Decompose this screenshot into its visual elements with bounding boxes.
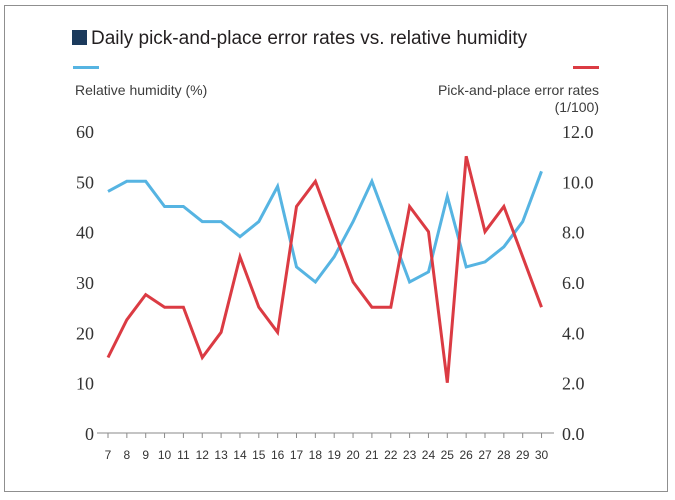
x-tick-label: 25 bbox=[441, 448, 455, 462]
y-right-axis-label: Pick-and-place error rates (1/100) bbox=[438, 82, 599, 116]
x-tick-label: 20 bbox=[346, 448, 360, 462]
x-tick-label: 8 bbox=[124, 448, 131, 462]
x-tick-label: 12 bbox=[196, 448, 210, 462]
y-left-tick-label: 20 bbox=[76, 323, 94, 343]
y-right-tick-label: 8.0 bbox=[562, 223, 585, 243]
x-tick-label: 18 bbox=[309, 448, 323, 462]
y-right-tick-label: 12.0 bbox=[562, 122, 594, 142]
y-right-tick-label: 4.0 bbox=[562, 323, 585, 343]
y-left-tick-label: 0 bbox=[85, 424, 94, 444]
y-right-tick-label: 0.0 bbox=[562, 424, 585, 444]
x-tick-label: 24 bbox=[422, 448, 436, 462]
y-left-tick-label: 10 bbox=[76, 374, 94, 394]
x-tick-label: 30 bbox=[535, 448, 549, 462]
y-right-tick-label: 10.0 bbox=[562, 172, 594, 192]
x-tick-label: 14 bbox=[233, 448, 247, 462]
title-square-icon bbox=[72, 30, 87, 45]
x-tick-label: 13 bbox=[214, 448, 228, 462]
y-right-tick-label: 6.0 bbox=[562, 273, 585, 293]
y-right-axis-label-line2: (1/100) bbox=[554, 99, 599, 115]
chart-frame bbox=[4, 5, 668, 492]
y-left-tick-label: 50 bbox=[76, 172, 94, 192]
x-tick-label: 7 bbox=[105, 448, 112, 462]
x-tick-label: 22 bbox=[384, 448, 398, 462]
x-tick-label: 16 bbox=[271, 448, 285, 462]
x-tick-label: 29 bbox=[516, 448, 530, 462]
x-tick-label: 15 bbox=[252, 448, 266, 462]
x-tick-label: 10 bbox=[158, 448, 172, 462]
chart-title: Daily pick-and-place error rates vs. rel… bbox=[72, 28, 527, 50]
legend-line-humidity bbox=[73, 66, 99, 69]
x-tick-label: 23 bbox=[403, 448, 417, 462]
x-tick-label: 26 bbox=[459, 448, 473, 462]
y-left-tick-label: 40 bbox=[76, 223, 94, 243]
x-tick-label: 9 bbox=[142, 448, 149, 462]
y-left-tick-label: 60 bbox=[76, 122, 94, 142]
x-tick-label: 21 bbox=[365, 448, 379, 462]
series-line-humidity bbox=[107, 170, 543, 285]
chart-title-text: Daily pick-and-place error rates vs. rel… bbox=[91, 28, 528, 49]
y-left-axis-label: Relative humidity (%) bbox=[75, 82, 208, 98]
x-tick-label: 27 bbox=[478, 448, 492, 462]
x-tick-label: 17 bbox=[290, 448, 304, 462]
y-right-tick-label: 2.0 bbox=[562, 374, 585, 394]
series-line-error-rate bbox=[106, 155, 543, 383]
legend-line-error-rate bbox=[573, 66, 599, 69]
x-tick-label: 28 bbox=[497, 448, 511, 462]
x-tick-label: 11 bbox=[177, 448, 190, 462]
y-left-tick-label: 30 bbox=[76, 273, 94, 293]
y-right-axis-label-line1: Pick-and-place error rates bbox=[437, 82, 599, 98]
x-tick-label: 19 bbox=[328, 448, 342, 462]
